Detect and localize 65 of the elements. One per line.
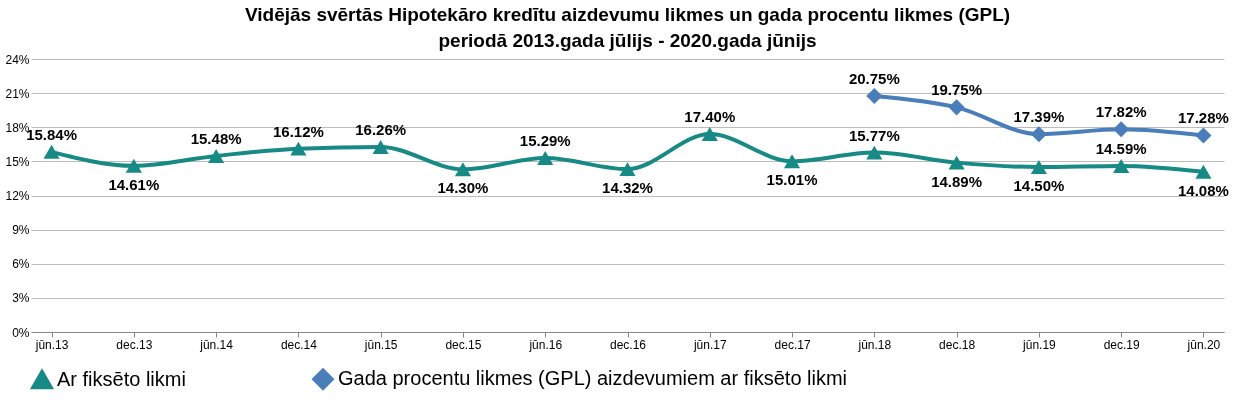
point (290, 141, 307, 156)
data-label: 14.32% (602, 179, 653, 197)
data-label: 14.08% (1177, 181, 1229, 199)
point (1030, 126, 1047, 143)
point (948, 99, 965, 116)
data-label: 14.59% (1095, 140, 1147, 158)
point (948, 155, 965, 170)
x-tick-label: jūn.18 (857, 337, 892, 352)
x-tick-label: jūn.13 (34, 337, 69, 352)
point (866, 87, 883, 105)
x-tick-label: jūn.17 (692, 337, 727, 352)
point (1195, 164, 1212, 179)
point (208, 148, 225, 163)
legend-label: Ar fiksēto likmi (57, 367, 186, 390)
y-tick-label: 12% (5, 189, 30, 203)
y-tick-label: 21% (5, 86, 30, 101)
x-tick-label: dec.19 (1103, 337, 1140, 352)
x-tick-label: dec.13 (116, 337, 153, 352)
data-label: 15.48% (190, 129, 242, 147)
point (1113, 121, 1130, 138)
x-tick-label: dec.16 (609, 337, 647, 352)
data-label: 17.40% (684, 108, 736, 126)
y-tick-label: 6% (12, 257, 30, 272)
data-label: 17.82% (1095, 103, 1147, 121)
y-tick-label: 15% (5, 154, 30, 169)
chart-title: Vidējās svērtās Hipotekāro kredītu aizdevumu likmes un gada procentu likmes (GPL) periodā 2013.gada jūlijs - 2020.gada jūnijs (244, 4, 1011, 51)
data-label: 15.29% (519, 132, 571, 150)
point (866, 145, 883, 160)
data-label: 16.12% (272, 122, 324, 140)
point (619, 162, 636, 177)
point (1195, 127, 1212, 144)
x-tick-label: jūn.20 (1186, 337, 1221, 352)
data-label: 14.30% (437, 179, 489, 197)
point (783, 154, 801, 169)
y-tick-label: 0% (12, 325, 30, 340)
point (43, 144, 60, 159)
data-label: 14.61% (108, 175, 160, 193)
point (537, 151, 554, 166)
data-label: 16.26% (355, 121, 407, 139)
x-tick-label: jūn.15 (363, 337, 398, 352)
y-tick-label: 24% (5, 52, 30, 67)
data-label: 15.77% (848, 126, 900, 144)
point (701, 127, 718, 142)
point (1113, 159, 1130, 174)
data-label: 14.50% (1013, 177, 1065, 195)
x-tick-label: dec.17 (774, 337, 811, 352)
y-tick-label: 3% (12, 291, 30, 306)
point (454, 162, 472, 177)
x-tick-label: dec.14 (280, 337, 318, 352)
data-label: 17.28% (1177, 109, 1229, 127)
data-label: 14.89% (931, 172, 983, 190)
point (1030, 160, 1047, 175)
x-tick-label: dec.18 (939, 337, 976, 352)
point (372, 140, 389, 155)
x-tick-label: jūn.19 (1022, 337, 1057, 352)
data-label: 20.75% (848, 69, 900, 87)
data-label: 19.75% (931, 81, 983, 99)
point (125, 158, 142, 173)
data-label: 15.01% (766, 171, 818, 189)
x-tick-label: jūn.14 (199, 337, 234, 352)
x-tick-label: jūn.16 (528, 337, 563, 352)
y-tick-label: 9% (12, 223, 30, 238)
x-tick-label: dec.15 (445, 337, 482, 352)
legend-label: Gada procentu likmes (GPL) aizdevumiem ar fiksēto likmi (338, 367, 848, 390)
data-label: 17.39% (1013, 108, 1065, 126)
